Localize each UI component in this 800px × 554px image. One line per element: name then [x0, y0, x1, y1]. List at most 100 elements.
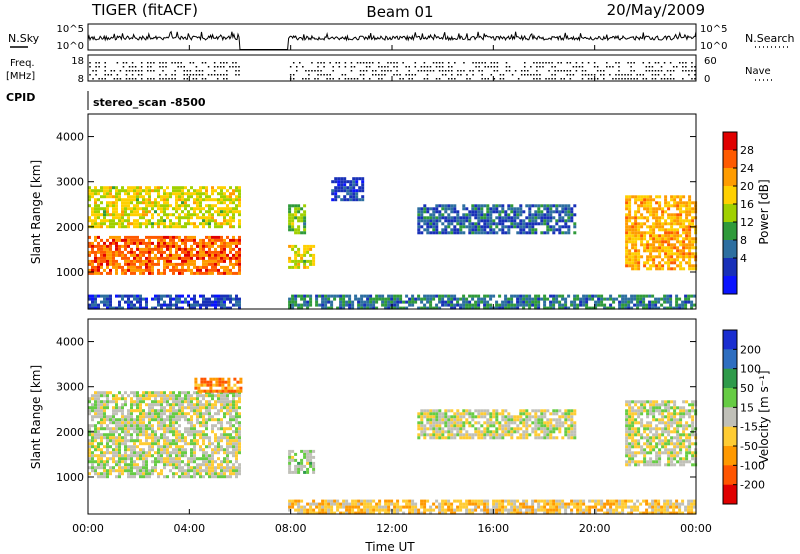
range-cell — [426, 216, 430, 220]
range-cell — [166, 397, 169, 401]
range-cell — [361, 189, 365, 193]
range-cell — [670, 243, 674, 247]
range-cell — [197, 389, 201, 393]
range-cell — [229, 469, 232, 473]
range-cell — [163, 445, 166, 449]
range-cell — [115, 442, 118, 446]
freq-dot — [216, 74, 219, 76]
range-cell — [121, 186, 124, 190]
range-cell — [172, 213, 175, 217]
range-cell — [208, 244, 211, 248]
range-cell — [218, 383, 222, 387]
freq-dot — [451, 70, 453, 72]
range-cell — [202, 250, 205, 254]
freq-dot — [484, 78, 486, 80]
range-cell — [157, 268, 160, 272]
range-cell — [483, 412, 487, 416]
range-cell — [546, 297, 550, 301]
range-cell — [229, 271, 232, 275]
range-cell — [208, 457, 211, 461]
range-cell — [211, 192, 214, 196]
freq-dot — [660, 78, 663, 80]
range-cell — [291, 219, 295, 223]
range-cell — [291, 216, 295, 220]
range-cell — [103, 195, 106, 199]
range-cell — [103, 394, 106, 398]
freq-dot — [584, 70, 587, 72]
range-cell — [625, 201, 629, 205]
range-cell — [133, 204, 136, 208]
range-cell — [133, 219, 136, 223]
nsky-label: N.Sky — [8, 32, 40, 45]
range-cell — [492, 430, 496, 434]
range-cell — [486, 213, 490, 217]
range-cell — [501, 222, 505, 226]
range-cell — [224, 389, 228, 393]
range-cell — [334, 186, 338, 190]
range-cell — [106, 204, 109, 208]
range-cell — [196, 250, 199, 254]
range-cell — [679, 213, 683, 217]
range-cell — [331, 192, 335, 196]
range-cell — [232, 463, 235, 467]
range-cell — [417, 415, 421, 419]
range-cell — [652, 264, 656, 268]
range-cell — [342, 306, 346, 310]
freq-dot — [669, 70, 672, 72]
freq-dot — [505, 66, 508, 68]
range-cell — [88, 241, 91, 245]
range-cell — [682, 231, 686, 235]
range-cell — [486, 207, 490, 211]
range-cell — [510, 225, 514, 229]
range-cell — [130, 463, 133, 467]
range-cell — [423, 424, 427, 428]
range-cell — [555, 222, 559, 226]
range-cell — [187, 204, 190, 208]
range-cell — [169, 259, 172, 263]
freq-dot — [235, 62, 237, 64]
range-cell — [306, 461, 310, 465]
range-cell — [549, 427, 553, 431]
range-cell — [130, 201, 133, 205]
range-cell — [666, 300, 670, 304]
range-cell — [187, 294, 190, 298]
range-cell — [211, 430, 214, 434]
range-cell — [226, 210, 229, 214]
range-cell — [291, 244, 295, 248]
range-cell — [229, 466, 232, 470]
range-cell — [232, 262, 235, 266]
range-cell — [226, 207, 229, 211]
range-cell — [504, 294, 508, 298]
range-cell — [346, 189, 350, 193]
range-cell — [459, 433, 463, 437]
range-cell — [205, 300, 208, 304]
range-cell — [181, 247, 184, 251]
range-cell — [166, 235, 169, 239]
freq-dot — [444, 74, 447, 76]
range-cell — [214, 204, 217, 208]
range-cell — [166, 400, 169, 404]
range-cell — [226, 400, 229, 404]
range-cell — [139, 253, 142, 257]
freq-dot — [150, 66, 152, 68]
range-cell — [661, 216, 665, 220]
range-cell — [221, 380, 225, 384]
range-cell — [504, 297, 508, 301]
range-cell — [94, 424, 97, 428]
range-cell — [187, 250, 190, 254]
range-cell — [91, 469, 94, 473]
range-cell — [239, 380, 243, 384]
range-cell — [214, 306, 217, 310]
freq-dot — [338, 62, 341, 64]
range-cell — [609, 297, 613, 301]
range-cell — [474, 294, 478, 298]
range-cell — [145, 204, 148, 208]
freq-dot — [545, 78, 547, 80]
range-cell — [133, 463, 136, 467]
range-cell — [211, 262, 214, 266]
range-cell — [630, 294, 634, 298]
range-cell — [106, 207, 109, 211]
range-cell — [160, 457, 163, 461]
freq-dot — [551, 62, 553, 64]
range-cell — [166, 475, 169, 479]
